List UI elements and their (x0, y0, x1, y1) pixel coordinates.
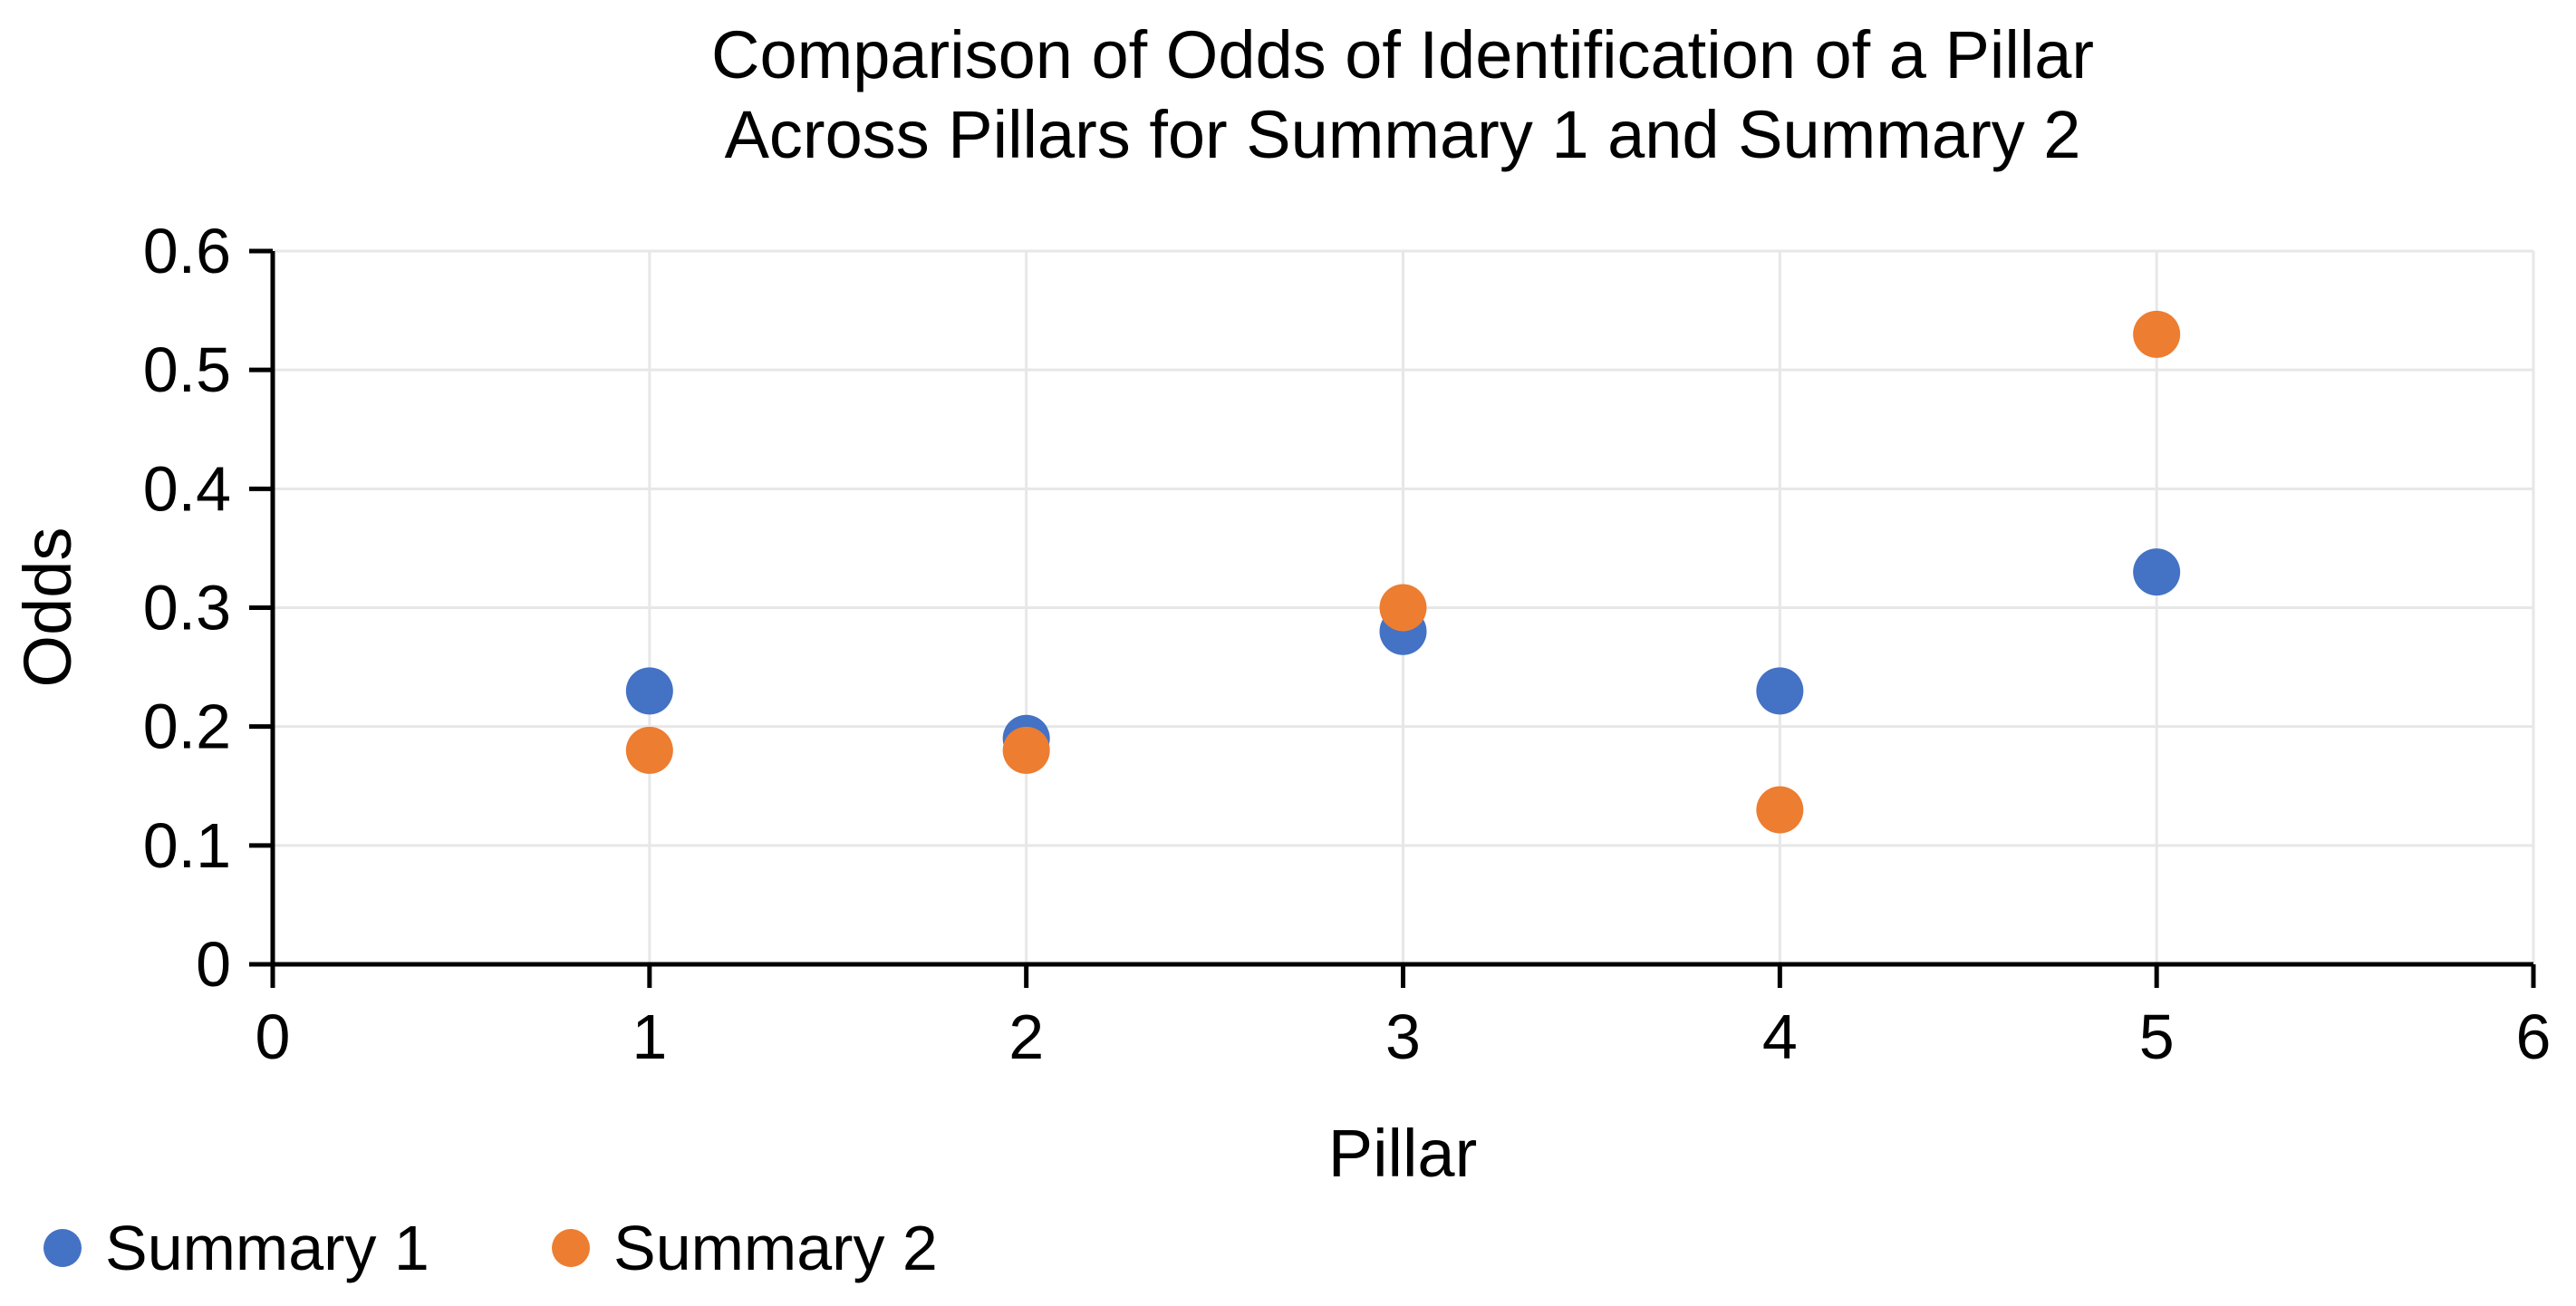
y-tick-label: 0 (196, 929, 231, 1000)
y-tick-label: 0.4 (143, 453, 231, 524)
data-point-summary-1-pillar-1 (625, 667, 673, 715)
data-point-summary-2-pillar-5 (2133, 310, 2181, 358)
data-point-summary-2-pillar-2 (1002, 726, 1050, 774)
x-tick-label: 4 (1762, 1001, 1798, 1072)
x-tick-labels-layer: 0 1 2 3 4 5 6 (256, 1001, 2552, 1072)
data-point-summary-1-pillar-5 (2133, 548, 2181, 596)
y-tick-labels-layer: 0 0.1 0.2 0.3 0.4 0.5 0.6 (143, 216, 231, 1000)
x-tick-label: 6 (2516, 1001, 2552, 1072)
tick-marks-layer (249, 248, 2536, 988)
x-tick-label: 3 (1385, 1001, 1421, 1072)
data-points-layer (625, 310, 2181, 834)
y-tick-label: 0.6 (143, 216, 231, 286)
y-tick-label: 0.2 (143, 692, 231, 762)
chart-title-line-2: Across Pillars for Summary 1 and Summary… (725, 97, 2081, 172)
data-point-summary-2-pillar-1 (625, 726, 673, 774)
x-tick-label: 2 (1008, 1001, 1044, 1072)
legend-label-summary-1: Summary 1 (105, 1213, 429, 1283)
legend-label-summary-2: Summary 2 (613, 1213, 938, 1283)
legend: Summary 1 Summary 2 (43, 1213, 938, 1283)
y-tick-label: 0.3 (143, 573, 231, 643)
x-tick-label: 0 (256, 1001, 291, 1072)
legend-marker-summary-2-icon (552, 1229, 590, 1267)
y-tick-label: 0.1 (143, 810, 231, 881)
chart-title-line-1: Comparison of Odds of Identification of … (711, 17, 2094, 92)
legend-item-summary-1: Summary 1 (43, 1213, 429, 1283)
legend-marker-summary-1-icon (43, 1229, 82, 1267)
data-point-summary-2-pillar-4 (1756, 786, 1804, 834)
legend-item-summary-2: Summary 2 (552, 1213, 938, 1283)
y-axis-label: Odds (10, 527, 85, 688)
data-point-summary-2-pillar-3 (1379, 584, 1427, 632)
x-tick-label: 5 (2139, 1001, 2175, 1072)
x-tick-label: 1 (632, 1001, 667, 1072)
x-axis-label: Pillar (1328, 1116, 1477, 1191)
data-point-summary-1-pillar-4 (1756, 667, 1804, 715)
y-tick-label: 0.5 (143, 334, 231, 405)
